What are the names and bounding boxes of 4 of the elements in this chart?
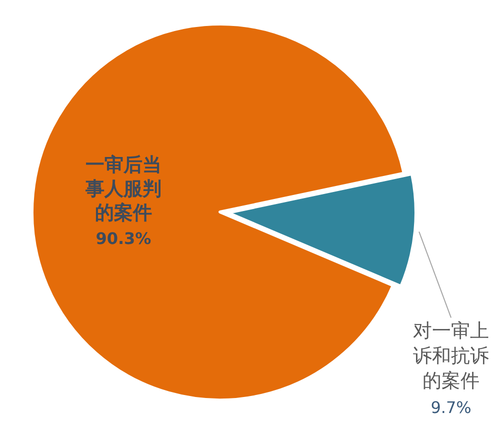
- slice-label: 对一审上诉和抗诉的案件: [413, 320, 490, 392]
- data-label: 9.7%: [430, 398, 472, 418]
- data-label: 90.3%: [96, 229, 152, 248]
- slice-label: 一审后当事人服判的案件: [84, 154, 162, 224]
